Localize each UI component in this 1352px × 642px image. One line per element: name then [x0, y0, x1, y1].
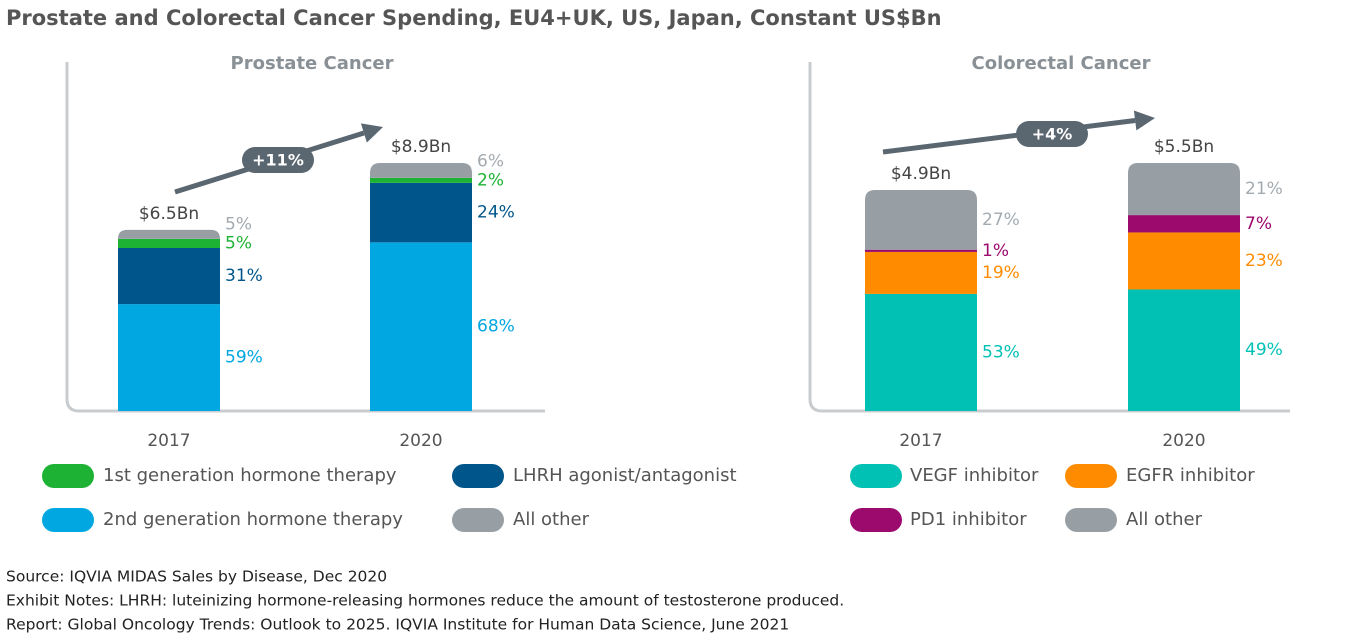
chart-title: Colorectal Cancer: [972, 53, 1151, 74]
bar-segment: [865, 190, 977, 250]
value-label: 21%: [1245, 179, 1283, 199]
annotation: +11%: [252, 151, 304, 170]
legend-label: All other: [1126, 509, 1203, 530]
chart-title: Prostate Cancer: [231, 53, 394, 74]
bar-segment: [1128, 215, 1240, 233]
legend-swatch: [1065, 508, 1117, 532]
legend-swatch: [452, 508, 504, 532]
legend-label: 1st generation hormone therapy: [103, 465, 397, 486]
x-tick-label: 2020: [1162, 431, 1205, 451]
growth-badge: [1016, 121, 1088, 147]
total-label: $5.5Bn: [1154, 137, 1214, 157]
bar-segment: [370, 177, 472, 183]
value-label: 24%: [477, 203, 515, 223]
x-tick-label: 2020: [399, 431, 442, 451]
value-label: 23%: [1245, 251, 1283, 271]
x-tick-label: 2017: [147, 431, 190, 451]
total-label: $8.9Bn: [391, 137, 451, 157]
bar-segment: [118, 247, 220, 305]
bar-segment: [118, 238, 220, 248]
legend-label: 2nd generation hormone therapy: [103, 509, 403, 530]
value-label: 5%: [225, 233, 252, 253]
bar-segment: [118, 304, 220, 411]
value-label: 53%: [982, 342, 1020, 362]
bar-segment: [370, 163, 472, 178]
footnote: Source: IQVIA MIDAS Sales by Disease, De…: [6, 568, 387, 586]
arrow-head: [360, 123, 383, 143]
value-label: 68%: [477, 317, 515, 337]
footnote: Report: Global Oncology Trends: Outlook …: [6, 616, 789, 634]
legend-swatch: [42, 508, 94, 532]
x-tick-label: 2017: [899, 431, 942, 451]
legend-swatch: [1065, 464, 1117, 488]
value-label: 5%: [225, 214, 252, 234]
total-label: $6.5Bn: [139, 204, 199, 224]
annotation: +4%: [1032, 125, 1073, 144]
bar-segment: [370, 242, 472, 411]
axis: [65, 62, 545, 413]
legend-swatch: [850, 464, 902, 488]
value-label: 49%: [1245, 340, 1283, 360]
legend-swatch: [850, 508, 902, 532]
axis: [808, 62, 1290, 413]
legend-label: All other: [513, 509, 590, 530]
page-title: Prostate and Colorectal Cancer Spending,…: [6, 6, 942, 30]
legend-label: VEGF inhibitor: [910, 465, 1039, 486]
bar-segment: [1128, 163, 1240, 216]
growth-badge: [242, 147, 314, 173]
legend-label: PD1 inhibitor: [910, 509, 1027, 530]
bar-segment: [865, 249, 977, 252]
legend-swatch: [452, 464, 504, 488]
arrow-head: [1133, 110, 1155, 131]
legend-label: EGFR inhibitor: [1126, 465, 1255, 486]
value-label: 59%: [225, 348, 263, 368]
bar-segment: [865, 293, 977, 411]
bar-segment: [1128, 232, 1240, 290]
total-label: $4.9Bn: [891, 164, 951, 184]
bar-segment: [370, 182, 472, 243]
value-label: 19%: [982, 263, 1020, 283]
bar-segment: [1128, 289, 1240, 411]
value-label: 1%: [982, 241, 1009, 261]
value-label: 6%: [477, 151, 504, 171]
value-label: 27%: [982, 210, 1020, 230]
bar-segment: [865, 251, 977, 294]
value-label: 2%: [477, 170, 504, 190]
value-label: 31%: [225, 266, 263, 286]
legend-swatch: [42, 464, 94, 488]
bar-segment: [118, 229, 220, 239]
footnote: Exhibit Notes: LHRH: luteinizing hormone…: [6, 592, 844, 610]
value-label: 7%: [1245, 214, 1272, 234]
growth-arrow: [882, 118, 1136, 155]
legend-label: LHRH agonist/antagonist: [513, 465, 737, 486]
